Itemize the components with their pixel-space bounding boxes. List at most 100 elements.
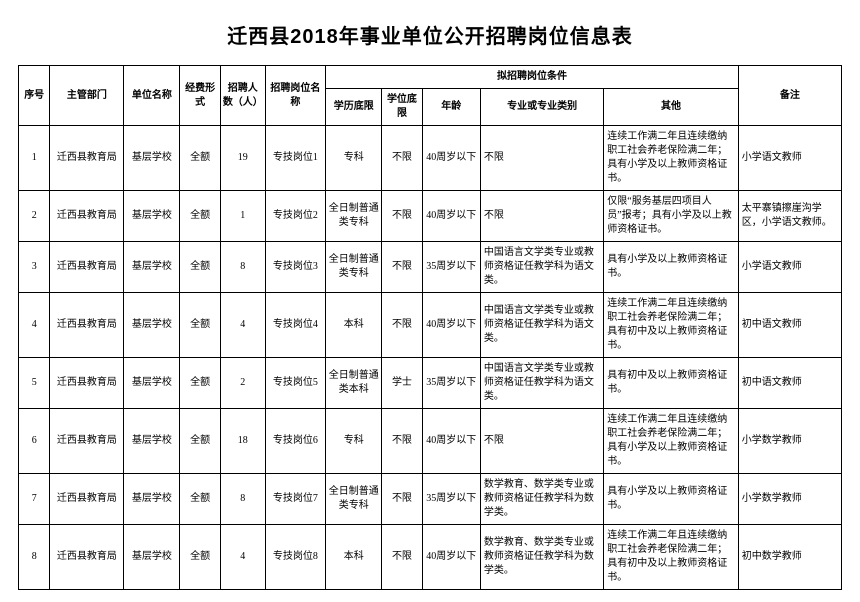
cell-other: 连续工作满二年且连续缴纳职工社会养老保险满二年；具有小学及以上教师资格证书。 [604,409,739,474]
th-cond: 拟招聘岗位条件 [326,66,739,89]
cell-num: 4 [220,293,265,358]
cell-seq: 5 [19,358,50,409]
cell-fund: 全额 [180,191,220,242]
table-row: 6迁西县教育局基层学校全额18专技岗位6专科不限40周岁以下不限连续工作满二年且… [19,409,842,474]
cell-other: 具有小学及以上教师资格证书。 [604,474,739,525]
cell-fund: 全额 [180,358,220,409]
cell-major: 不限 [480,191,603,242]
cell-major: 数学教育、数学类专业或教师资格证任教学科为数学类。 [480,474,603,525]
cell-edu: 全日制普通类本科 [326,358,382,409]
th-deg: 学位底限 [382,89,422,126]
table-row: 8迁西县教育局基层学校全额4专技岗位8本科不限40周岁以下数学教育、数学类专业或… [19,525,842,590]
cell-dept: 迁西县教育局 [50,409,124,474]
table-row: 7迁西县教育局基层学校全额8专技岗位7全日制普通类专科不限35周岁以下数学教育、… [19,474,842,525]
cell-seq: 6 [19,409,50,474]
cell-edu: 专科 [326,126,382,191]
cell-major: 中国语言文学类专业或教师资格证任教学科为语文类。 [480,242,603,293]
th-pos: 招聘岗位名称 [265,66,326,126]
table-row: 5迁西县教育局基层学校全额2专技岗位5全日制普通类本科学士35周岁以下中国语言文… [19,358,842,409]
cell-deg: 不限 [382,293,422,358]
cell-unit: 基层学校 [124,242,180,293]
table-row: 4迁西县教育局基层学校全额4专技岗位4本科不限40周岁以下中国语言文学类专业或教… [19,293,842,358]
cell-deg: 不限 [382,525,422,590]
cell-seq: 3 [19,242,50,293]
cell-age: 40周岁以下 [422,293,480,358]
cell-note: 小学数学教师 [738,409,841,474]
cell-age: 40周岁以下 [422,126,480,191]
cell-other: 仅限“服务基层四项目人员”报考；具有小学及以上教师资格证书。 [604,191,739,242]
cell-dept: 迁西县教育局 [50,525,124,590]
cell-unit: 基层学校 [124,191,180,242]
cell-num: 1 [220,191,265,242]
th-note: 备注 [738,66,841,126]
table-row: 3迁西县教育局基层学校全额8专技岗位3全日制普通类专科不限35周岁以下中国语言文… [19,242,842,293]
cell-unit: 基层学校 [124,409,180,474]
th-age: 年龄 [422,89,480,126]
th-seq: 序号 [19,66,50,126]
th-other: 其他 [604,89,739,126]
th-fund: 经费形式 [180,66,220,126]
cell-num: 8 [220,474,265,525]
cell-dept: 迁西县教育局 [50,474,124,525]
cell-pos: 专技岗位7 [265,474,326,525]
cell-num: 18 [220,409,265,474]
cell-unit: 基层学校 [124,358,180,409]
cell-num: 19 [220,126,265,191]
cell-major: 中国语言文学类专业或教师资格证任教学科为语文类。 [480,293,603,358]
cell-unit: 基层学校 [124,126,180,191]
cell-pos: 专技岗位1 [265,126,326,191]
cell-dept: 迁西县教育局 [50,293,124,358]
cell-edu: 本科 [326,293,382,358]
cell-fund: 全额 [180,474,220,525]
recruitment-table: 序号 主管部门 单位名称 经费形式 招聘人数（人） 招聘岗位名称 拟招聘岗位条件… [18,65,842,590]
cell-dept: 迁西县教育局 [50,242,124,293]
cell-deg: 不限 [382,474,422,525]
th-num: 招聘人数（人） [220,66,265,126]
cell-num: 8 [220,242,265,293]
cell-dept: 迁西县教育局 [50,126,124,191]
cell-edu: 全日制普通类专科 [326,242,382,293]
cell-unit: 基层学校 [124,525,180,590]
cell-deg: 不限 [382,191,422,242]
cell-deg: 不限 [382,242,422,293]
cell-pos: 专技岗位2 [265,191,326,242]
cell-edu: 全日制普通类专科 [326,191,382,242]
cell-deg: 不限 [382,409,422,474]
cell-other: 连续工作满二年且连续缴纳职工社会养老保险满二年；具有初中及以上教师资格证书。 [604,293,739,358]
cell-age: 40周岁以下 [422,191,480,242]
cell-seq: 4 [19,293,50,358]
page-title: 迁西县2018年事业单位公开招聘岗位信息表 [18,20,842,49]
cell-pos: 专技岗位5 [265,358,326,409]
cell-seq: 2 [19,191,50,242]
cell-unit: 基层学校 [124,293,180,358]
th-unit: 单位名称 [124,66,180,126]
cell-num: 4 [220,525,265,590]
cell-note: 小学语文教师 [738,126,841,191]
cell-pos: 专技岗位4 [265,293,326,358]
cell-age: 35周岁以下 [422,358,480,409]
cell-major: 数学教育、数学类专业或教师资格证任教学科为数学类。 [480,525,603,590]
cell-other: 具有初中及以上教师资格证书。 [604,358,739,409]
cell-fund: 全额 [180,293,220,358]
cell-fund: 全额 [180,126,220,191]
cell-pos: 专技岗位8 [265,525,326,590]
cell-edu: 全日制普通类专科 [326,474,382,525]
cell-age: 40周岁以下 [422,525,480,590]
cell-seq: 1 [19,126,50,191]
cell-fund: 全额 [180,525,220,590]
cell-pos: 专技岗位6 [265,409,326,474]
cell-pos: 专技岗位3 [265,242,326,293]
cell-dept: 迁西县教育局 [50,358,124,409]
cell-deg: 不限 [382,126,422,191]
cell-note: 初中语文教师 [738,293,841,358]
cell-note: 太平寨镇擦崖沟学区，小学语文教师。 [738,191,841,242]
table-row: 2迁西县教育局基层学校全额1专技岗位2全日制普通类专科不限40周岁以下不限仅限“… [19,191,842,242]
table-row: 1迁西县教育局基层学校全额19专技岗位1专科不限40周岁以下不限连续工作满二年且… [19,126,842,191]
cell-seq: 7 [19,474,50,525]
cell-note: 小学数学教师 [738,474,841,525]
cell-note: 初中数学教师 [738,525,841,590]
cell-other: 连续工作满二年且连续缴纳职工社会养老保险满二年；具有初中及以上教师资格证书。 [604,525,739,590]
cell-age: 35周岁以下 [422,242,480,293]
cell-fund: 全额 [180,409,220,474]
cell-edu: 本科 [326,525,382,590]
